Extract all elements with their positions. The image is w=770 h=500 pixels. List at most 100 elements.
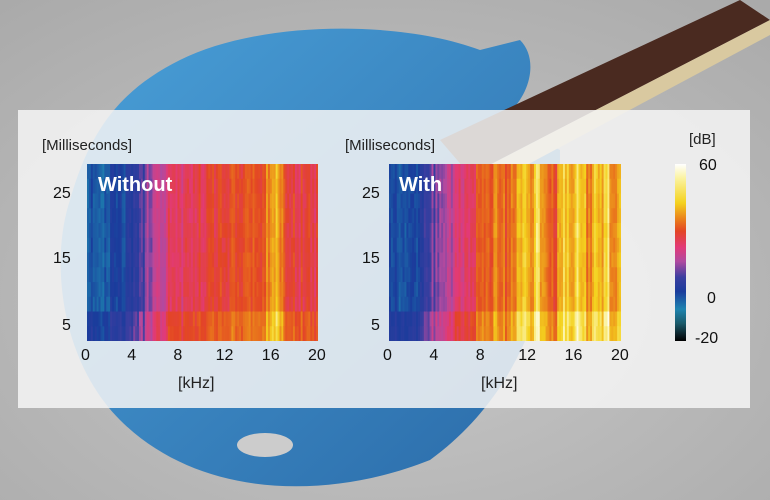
heatmap-cell xyxy=(258,178,261,195)
heatmap-cell xyxy=(108,223,111,239)
heatmap-cell xyxy=(235,223,238,239)
heatmap-cell xyxy=(217,252,221,268)
heatmap-cell xyxy=(221,208,225,224)
heatmap-cell xyxy=(493,178,496,195)
heatmap-cell xyxy=(441,282,444,298)
heatmap-cell xyxy=(524,326,527,341)
heatmap-cell xyxy=(148,282,152,298)
heatmap-cell xyxy=(138,282,142,298)
heatmap-cell xyxy=(158,208,161,224)
heatmap-cell xyxy=(200,223,204,239)
heatmap-cell xyxy=(576,326,580,341)
heatmap-cell xyxy=(310,193,313,209)
heatmap-cell xyxy=(603,237,607,254)
heatmap-cell xyxy=(551,296,554,313)
heatmap-cell xyxy=(269,296,273,313)
heatmap-cell xyxy=(485,223,489,239)
heatmap-cell xyxy=(416,193,419,209)
heatmap-cell xyxy=(419,193,423,209)
heatmap-cell xyxy=(233,237,236,254)
heatmap-cell xyxy=(443,223,446,239)
heatmap-cell xyxy=(607,311,610,327)
heatmap-cell xyxy=(88,223,92,239)
heatmap-cell xyxy=(545,282,549,298)
heatmap-cell xyxy=(448,252,452,268)
heatmap-cell xyxy=(294,267,298,283)
heatmap-cell xyxy=(237,326,240,341)
heatmap-cell xyxy=(394,282,398,298)
heatmap-cell xyxy=(601,326,605,341)
heatmap-cell xyxy=(568,208,572,224)
heatmap-cell xyxy=(123,296,127,313)
heatmap-cell xyxy=(112,208,115,224)
heatmap-cell xyxy=(152,208,155,224)
heatmap-cell xyxy=(505,208,508,224)
heatmap-cell xyxy=(609,282,612,298)
heatmap-cell xyxy=(605,237,609,254)
heatmap-cell xyxy=(617,164,620,180)
heatmap-cell xyxy=(406,311,409,327)
heatmap-cell xyxy=(171,237,175,254)
heatmap-cell xyxy=(291,311,294,327)
heatmap-cell xyxy=(599,252,603,268)
heatmap-cell xyxy=(617,193,620,209)
x-tick: 4 xyxy=(127,347,137,364)
heatmap-cell xyxy=(92,178,96,195)
heatmap-cell xyxy=(398,164,402,180)
heatmap-cell xyxy=(117,178,121,195)
heatmap-cell xyxy=(609,164,612,180)
heatmap-cell xyxy=(306,178,309,195)
heatmap-cell xyxy=(106,193,109,209)
heatmap-cell xyxy=(308,193,311,209)
heatmap-cell xyxy=(108,164,111,180)
heatmap-cell xyxy=(244,252,248,268)
heatmap-cell xyxy=(271,178,275,195)
heatmap-cell xyxy=(601,223,605,239)
heatmap-cell xyxy=(281,164,284,180)
heatmap-cell xyxy=(127,208,130,224)
heatmap-cell xyxy=(277,252,281,268)
heatmap-cell xyxy=(418,296,421,313)
heatmap-cell xyxy=(462,237,465,254)
heatmap-cell xyxy=(223,164,227,180)
heatmap-cell xyxy=(267,208,271,224)
heatmap-cell xyxy=(140,237,144,254)
heatmap-cell xyxy=(88,178,92,195)
heatmap-cell xyxy=(572,237,576,254)
heatmap-cell xyxy=(466,311,469,327)
heatmap-cell xyxy=(508,252,512,268)
heatmap-cell xyxy=(408,223,411,239)
heatmap-cell xyxy=(125,178,129,195)
heatmap-cell xyxy=(468,223,471,239)
heatmap-cell xyxy=(474,311,477,327)
heatmap-cell xyxy=(90,282,94,298)
heatmap-cell xyxy=(212,237,215,254)
heatmap-cell xyxy=(233,326,236,341)
heatmap-cell xyxy=(266,164,269,180)
heatmap-cell xyxy=(578,223,581,239)
heatmap-cell xyxy=(595,223,599,239)
heatmap-cell xyxy=(576,282,580,298)
heatmap-cell xyxy=(221,326,225,341)
heatmap-cell xyxy=(532,296,535,313)
heatmap-cell xyxy=(90,252,94,268)
heatmap-cell xyxy=(227,223,231,239)
heatmap-cell xyxy=(487,237,491,254)
heatmap-cell xyxy=(619,311,621,327)
heatmap-cell xyxy=(439,193,442,209)
heatmap-cell xyxy=(477,311,481,327)
heatmap-cell xyxy=(483,178,487,195)
heatmap-cell xyxy=(586,193,589,209)
heatmap-cell xyxy=(613,311,616,327)
heatmap-cell xyxy=(189,178,192,195)
heatmap-cell xyxy=(588,252,591,268)
heatmap-cell xyxy=(535,193,539,209)
heatmap-cell xyxy=(505,178,508,195)
heatmap-cell xyxy=(425,208,429,224)
y-tick: 5 xyxy=(371,317,380,334)
heatmap-cell xyxy=(242,311,246,327)
heatmap-cell xyxy=(165,311,169,327)
heatmap-cell xyxy=(198,164,202,180)
heatmap-cell xyxy=(476,252,479,268)
heatmap-cell xyxy=(233,311,236,327)
